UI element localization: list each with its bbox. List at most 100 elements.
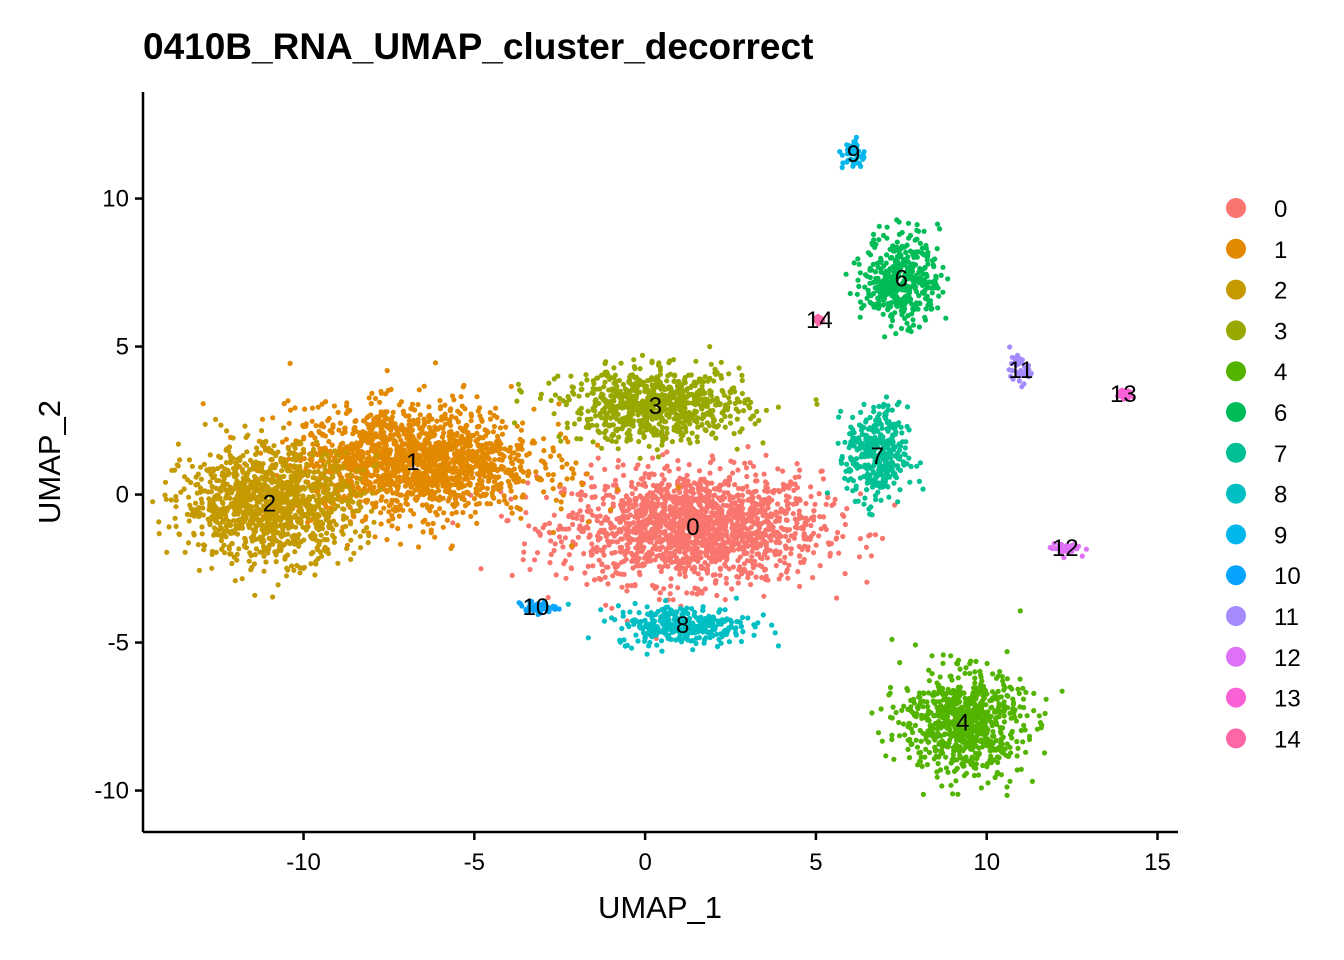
data-point — [762, 479, 769, 485]
data-point — [387, 432, 394, 438]
data-point — [402, 483, 409, 489]
data-point — [716, 514, 722, 520]
data-point — [260, 536, 266, 542]
data-point — [475, 482, 481, 488]
data-point — [786, 485, 792, 491]
data-point — [363, 481, 369, 487]
data-point — [448, 490, 454, 496]
data-point — [720, 521, 726, 527]
data-point — [803, 500, 809, 507]
data-point — [336, 427, 342, 433]
data-point — [820, 514, 827, 520]
data-point — [603, 514, 609, 520]
data-point — [275, 449, 281, 455]
data-point — [458, 394, 464, 400]
data-point — [530, 438, 536, 444]
data-point — [236, 481, 242, 487]
data-point — [262, 478, 268, 484]
data-point — [186, 494, 192, 500]
data-point — [619, 584, 625, 590]
data-point — [712, 528, 719, 534]
data-point — [501, 493, 507, 499]
data-point — [621, 525, 627, 531]
data-point — [687, 440, 693, 446]
data-point — [785, 575, 791, 581]
data-point — [632, 582, 638, 588]
data-point — [432, 360, 439, 366]
data-point — [416, 476, 422, 482]
data-point — [305, 501, 311, 507]
data-point — [498, 466, 504, 472]
data-point — [414, 452, 420, 458]
data-point — [638, 533, 644, 539]
data-point — [598, 547, 604, 553]
data-point — [583, 372, 589, 378]
data-point — [260, 525, 266, 532]
data-point — [373, 431, 379, 437]
data-point — [562, 435, 569, 441]
data-point — [498, 441, 504, 447]
data-point — [813, 542, 819, 548]
data-point — [856, 554, 863, 560]
data-point — [181, 486, 187, 492]
data-point — [735, 580, 741, 586]
data-point — [556, 534, 563, 540]
data-point — [266, 535, 272, 542]
data-point — [661, 586, 667, 592]
data-point — [763, 452, 769, 458]
data-point — [247, 484, 253, 490]
data-point — [769, 497, 775, 503]
data-point — [150, 499, 156, 505]
data-point — [358, 492, 364, 498]
data-point — [460, 455, 466, 461]
data-point — [553, 572, 559, 578]
data-point — [590, 563, 596, 569]
data-point — [655, 512, 661, 518]
data-point — [601, 544, 608, 550]
data-point — [234, 551, 240, 558]
data-point — [347, 460, 353, 466]
data-point — [363, 433, 369, 439]
data-point — [857, 536, 864, 542]
data-point — [307, 456, 313, 462]
data-point — [711, 417, 718, 423]
data-point — [371, 457, 377, 463]
data-point — [752, 562, 758, 568]
data-point — [783, 533, 789, 540]
data-point — [491, 412, 497, 419]
data-point — [508, 459, 515, 465]
data-point — [748, 514, 755, 520]
data-point — [509, 572, 515, 579]
data-point — [748, 518, 754, 524]
data-point — [746, 538, 752, 544]
data-point — [343, 523, 349, 529]
data-point — [292, 496, 298, 502]
data-point — [298, 441, 304, 447]
data-point — [469, 432, 475, 438]
data-point — [253, 487, 259, 493]
data-point — [507, 484, 513, 490]
data-point — [487, 410, 493, 416]
data-point — [677, 566, 683, 573]
data-point — [710, 536, 716, 542]
data-point — [636, 438, 642, 445]
data-point — [702, 586, 709, 592]
data-point — [468, 411, 474, 417]
data-point — [783, 493, 790, 499]
data-point — [722, 597, 728, 603]
data-point — [660, 452, 666, 458]
data-point — [762, 488, 768, 494]
data-point — [391, 437, 397, 443]
data-point — [659, 564, 665, 570]
data-point — [446, 429, 452, 435]
data-point — [251, 561, 257, 567]
data-point — [358, 458, 364, 464]
data-point — [210, 474, 216, 481]
data-point — [531, 406, 537, 412]
data-point — [654, 584, 660, 590]
data-point — [755, 501, 762, 507]
data-point — [562, 535, 569, 541]
data-point — [221, 475, 227, 482]
data-point — [581, 551, 587, 557]
data-point — [641, 544, 647, 550]
